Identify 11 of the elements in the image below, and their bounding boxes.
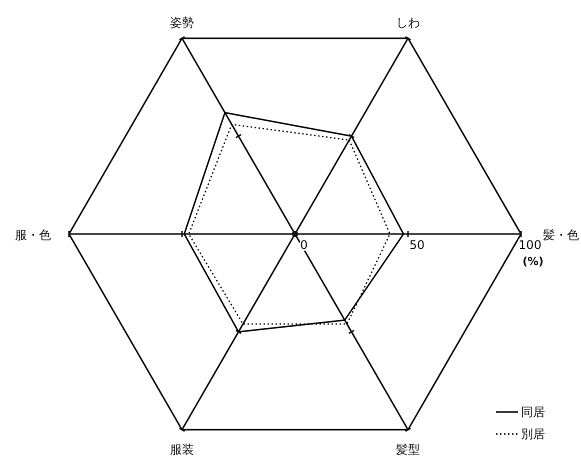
spoke-label: 髪型	[396, 442, 420, 457]
text: (%)	[522, 255, 544, 268]
spoke-label: 服・色	[15, 228, 51, 242]
spoke-label: 服装	[170, 442, 194, 457]
y-tick-label: 100	[518, 238, 542, 252]
y-tick-label: 50	[409, 238, 425, 252]
spoke-label: しわ	[396, 15, 420, 30]
spoke-label: 姿勢	[170, 15, 194, 30]
legend-label: 同居	[521, 405, 545, 419]
spoke-label: 髪・色	[543, 228, 579, 242]
legend-label: 別居	[521, 427, 545, 441]
